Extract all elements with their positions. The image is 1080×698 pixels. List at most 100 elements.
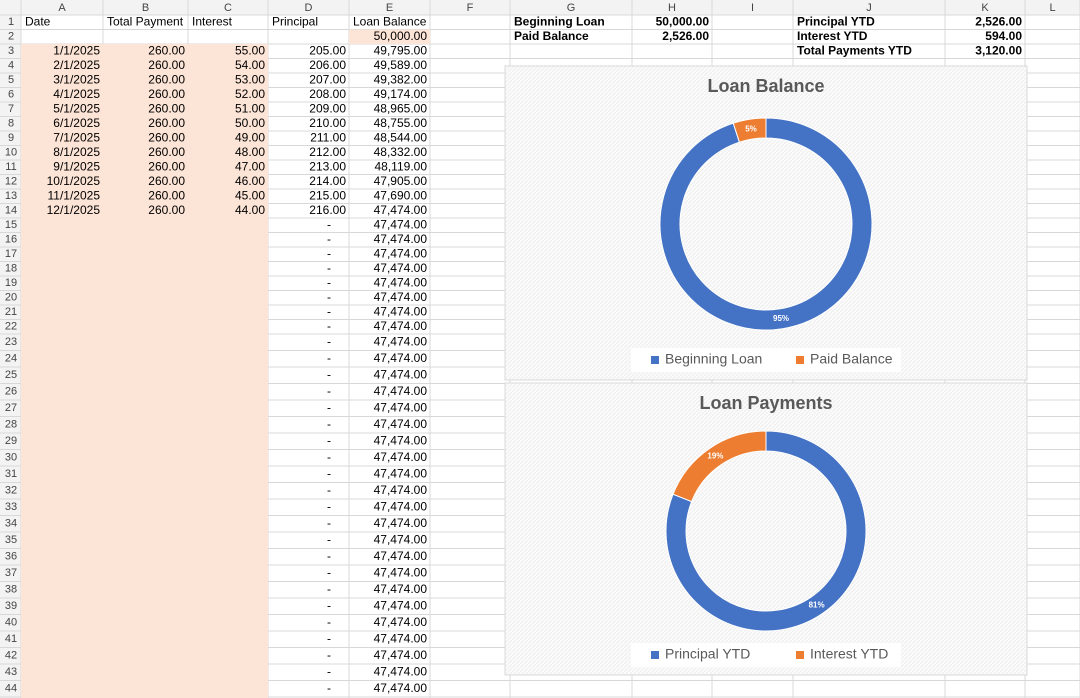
legend-swatch bbox=[651, 651, 659, 659]
cell: 47,474.00 bbox=[374, 217, 428, 231]
filled-cell bbox=[349, 29, 430, 44]
donut-slice bbox=[732, 117, 767, 143]
cell: 48,755.00 bbox=[374, 116, 428, 130]
cell: - bbox=[327, 565, 331, 579]
cell: - bbox=[327, 433, 331, 447]
cell: 48.00 bbox=[235, 145, 265, 159]
cell: 8/1/2025 bbox=[53, 145, 100, 159]
cell: Interest bbox=[192, 14, 233, 28]
cell: 260.00 bbox=[148, 145, 185, 159]
cell: 260.00 bbox=[148, 101, 185, 115]
cell: - bbox=[327, 261, 331, 275]
cell: 260.00 bbox=[148, 130, 185, 144]
cell: - bbox=[327, 598, 331, 612]
cell: - bbox=[327, 417, 331, 431]
cell: 51.00 bbox=[235, 101, 265, 115]
column-header: E bbox=[386, 2, 393, 14]
row-number: 16 bbox=[5, 234, 17, 246]
row-number: 2 bbox=[8, 31, 14, 43]
row-number: 17 bbox=[5, 248, 17, 260]
cell: 594.00 bbox=[985, 29, 1022, 43]
cell: - bbox=[327, 648, 331, 662]
filled-cells bbox=[21, 44, 268, 698]
row-number: 10 bbox=[5, 147, 17, 159]
legend-swatch bbox=[796, 356, 804, 364]
cell: 260.00 bbox=[148, 87, 185, 101]
cell: 47,474.00 bbox=[374, 565, 428, 579]
cell: 260.00 bbox=[148, 188, 185, 202]
cell: 47,474.00 bbox=[374, 631, 428, 645]
row-number: 27 bbox=[5, 402, 17, 414]
cell: 47,474.00 bbox=[374, 384, 428, 398]
row-number: 44 bbox=[5, 683, 17, 695]
cell: 211.00 bbox=[310, 130, 346, 144]
cell: 10/1/2025 bbox=[47, 174, 101, 188]
row-number: 39 bbox=[5, 600, 17, 612]
row-number: 1 bbox=[8, 16, 14, 28]
cell: - bbox=[327, 631, 331, 645]
row-number: 36 bbox=[5, 551, 17, 563]
cell: 2,526.00 bbox=[975, 14, 1022, 28]
cell: - bbox=[327, 319, 331, 333]
legend-label: Principal YTD bbox=[665, 646, 750, 662]
cell: 52.00 bbox=[235, 87, 265, 101]
cell: 47,474.00 bbox=[374, 400, 428, 414]
cell: 260.00 bbox=[148, 58, 185, 72]
data-label: 5% bbox=[745, 124, 757, 133]
cell: 47,474.00 bbox=[374, 367, 428, 381]
row-number: 41 bbox=[5, 633, 17, 645]
cell: 47,474.00 bbox=[374, 319, 428, 333]
row-number: 18 bbox=[5, 263, 17, 275]
cell: - bbox=[327, 681, 331, 695]
row-number: 21 bbox=[5, 306, 17, 318]
cell: 11/1/2025 bbox=[48, 188, 101, 202]
cell: 50,000.00 bbox=[656, 14, 710, 28]
cell: - bbox=[327, 400, 331, 414]
cell: 47,474.00 bbox=[374, 290, 428, 304]
cell: 45.00 bbox=[235, 188, 265, 202]
row-number: 23 bbox=[5, 336, 17, 348]
row-number: 37 bbox=[5, 567, 17, 579]
donut-slice bbox=[659, 117, 873, 331]
cell: 47,474.00 bbox=[374, 648, 428, 662]
cell: 55.00 bbox=[235, 43, 265, 57]
cell: 260.00 bbox=[148, 72, 185, 86]
cell: Interest YTD bbox=[797, 29, 868, 43]
cell: Date bbox=[25, 14, 51, 28]
cell: 2/1/2025 bbox=[53, 58, 100, 72]
cell: 215.00 bbox=[309, 188, 346, 202]
cell: 47,474.00 bbox=[374, 417, 428, 431]
cell: 47,474.00 bbox=[374, 334, 428, 348]
cell: 47,474.00 bbox=[374, 681, 428, 695]
cell: 3/1/2025 bbox=[53, 72, 100, 86]
cell: Total Payment bbox=[107, 14, 184, 28]
row-number: 5 bbox=[8, 74, 14, 86]
row-number: 30 bbox=[5, 452, 17, 464]
cell: 260.00 bbox=[148, 203, 185, 217]
cell: - bbox=[327, 246, 331, 260]
cell: - bbox=[327, 275, 331, 289]
cell: 54.00 bbox=[235, 58, 265, 72]
donut-slice bbox=[665, 430, 867, 632]
row-number: 12 bbox=[5, 176, 17, 188]
cell: - bbox=[327, 466, 331, 480]
column-header: H bbox=[668, 2, 676, 14]
column-header: L bbox=[1049, 2, 1055, 14]
cell: - bbox=[327, 384, 331, 398]
cell: 47,474.00 bbox=[374, 246, 428, 260]
cell: - bbox=[327, 549, 331, 563]
cell: - bbox=[327, 450, 331, 464]
data-label: 19% bbox=[707, 452, 723, 461]
cell: 47,474.00 bbox=[374, 549, 428, 563]
chart-title: Loan Payments bbox=[699, 393, 832, 413]
legend-swatch bbox=[651, 356, 659, 364]
row-number: 4 bbox=[8, 60, 14, 72]
column-header: A bbox=[58, 2, 66, 14]
cell: 47,474.00 bbox=[374, 516, 428, 530]
legend-label: Interest YTD bbox=[810, 646, 888, 662]
data-label: 95% bbox=[773, 314, 789, 323]
cell: Paid Balance bbox=[514, 29, 589, 43]
cell: 47,474.00 bbox=[374, 203, 428, 217]
row-number: 32 bbox=[5, 485, 17, 497]
cell: - bbox=[327, 516, 331, 530]
